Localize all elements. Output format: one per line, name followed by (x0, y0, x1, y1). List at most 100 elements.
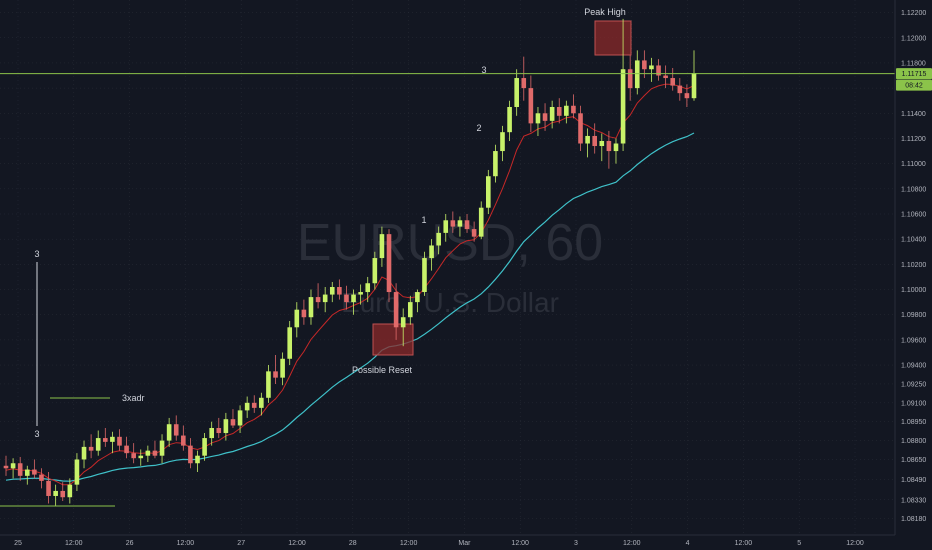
candle-body (521, 78, 527, 89)
candle-body (684, 93, 690, 99)
price-tick-label: 1.11800 (901, 60, 926, 67)
candle-body (230, 419, 236, 426)
ema-slow-line (5, 132, 695, 482)
candle-body (642, 60, 647, 70)
candle-body (500, 132, 505, 152)
watermark: EURUSD, 60 Euro / U.S. Dollar (297, 214, 603, 318)
candle-body (507, 107, 512, 133)
candle-body (110, 436, 115, 442)
candle-body (74, 459, 80, 485)
candle-body (237, 410, 243, 426)
time-tick-label: 12:00 (400, 540, 418, 547)
range-bottom-label: 3 (34, 429, 39, 439)
candle-body (294, 309, 300, 328)
time-tick-label: 26 (126, 540, 134, 547)
candles (3, 18, 697, 507)
candle-body (358, 292, 363, 295)
candle-body (663, 75, 668, 79)
candle-body (365, 283, 371, 293)
price-axis[interactable]: 1.122001.120001.118001.116001.114001.112… (894, 0, 932, 550)
candle-body (627, 69, 633, 89)
peak-high-box[interactable] (594, 20, 632, 56)
price-tick-label: 1.11200 (901, 136, 926, 143)
candle-body (478, 207, 484, 237)
candle-body (102, 438, 108, 442)
candle-body (32, 469, 37, 475)
candle-body (379, 234, 385, 259)
candle-body (39, 474, 44, 481)
candle-body (493, 151, 498, 177)
time-tick-label: 5 (797, 540, 801, 547)
candle-body (173, 424, 179, 436)
candle-body (308, 297, 314, 318)
candle-body (195, 455, 200, 464)
wave-2-label: 2 (476, 123, 481, 133)
candle-body (486, 176, 491, 208)
annotations: Peak High Possible Reset 3xadr 1 2 3 3 3 (34, 7, 625, 439)
price-tick-label: 1.08800 (901, 438, 926, 445)
time-axis[interactable]: 25 12:00 26 12:00 27 12:00 28 12:00 Mar 12:00 3 12:… (0, 534, 932, 550)
candle-body (634, 60, 640, 89)
candle-body (415, 292, 420, 303)
possible-reset-box[interactable] (372, 323, 414, 356)
candle-body (315, 297, 321, 303)
time-tick-label: 12:00 (288, 540, 306, 547)
price-tick-label: 1.08180 (901, 516, 926, 523)
ema-lines (5, 83, 695, 486)
candle-body (691, 73, 697, 99)
wave-3-label: 3 (481, 65, 486, 75)
time-tick-label: 12:00 (177, 540, 195, 547)
highlight-boxes (372, 20, 632, 356)
candle-body (677, 85, 683, 94)
candle-body (244, 402, 250, 411)
price-tags: 1.11715 08:42 (896, 68, 932, 91)
candle-body (436, 232, 441, 246)
candle-body (670, 78, 676, 86)
candle-body (571, 105, 576, 114)
candle-body (407, 302, 413, 318)
candle-body (251, 402, 257, 408)
price-tick-label: 1.08650 (901, 457, 926, 464)
time-tick-label: 3 (574, 540, 578, 547)
candle-body (344, 294, 349, 303)
candle-body (457, 220, 463, 227)
candle-body (542, 113, 548, 121)
possible-reset-label: Possible Reset (352, 365, 413, 375)
candle-body (216, 428, 222, 434)
countdown-value: 08:42 (905, 83, 923, 90)
candle-body (599, 140, 605, 147)
price-tick-label: 1.10200 (901, 262, 926, 269)
candle-body (564, 105, 569, 116)
candle-body (138, 455, 144, 459)
watermark-symbol: EURUSD, 60 (297, 214, 603, 272)
candle-body (95, 438, 101, 451)
candle-body (386, 234, 392, 293)
price-tick-label: 1.08950 (901, 419, 926, 426)
candle-body (549, 107, 555, 121)
candle-body (578, 113, 583, 144)
price-tick-label: 1.12000 (901, 35, 926, 42)
candle-body (124, 445, 129, 454)
candle-body (372, 258, 378, 284)
candle-body (514, 78, 519, 107)
candle-body (280, 358, 285, 378)
candle-body (422, 258, 427, 293)
candle-body (46, 480, 51, 496)
adr-label: 3xadr (122, 393, 145, 403)
price-tick-label: 1.10000 (901, 287, 926, 294)
candle-body (528, 88, 534, 124)
candle-body (656, 65, 661, 76)
candle-body (3, 465, 9, 469)
time-tick-label: 12:00 (65, 540, 83, 547)
price-tick-label: 1.10400 (901, 237, 926, 244)
time-tick-label: 28 (349, 540, 357, 547)
candle-body (88, 446, 94, 451)
candle-body (81, 446, 87, 460)
drawings (0, 262, 115, 507)
candle-body (649, 65, 654, 70)
candle-body (166, 424, 172, 441)
candle-body (131, 453, 136, 459)
candle-body (329, 287, 335, 295)
candle-body (464, 220, 470, 230)
